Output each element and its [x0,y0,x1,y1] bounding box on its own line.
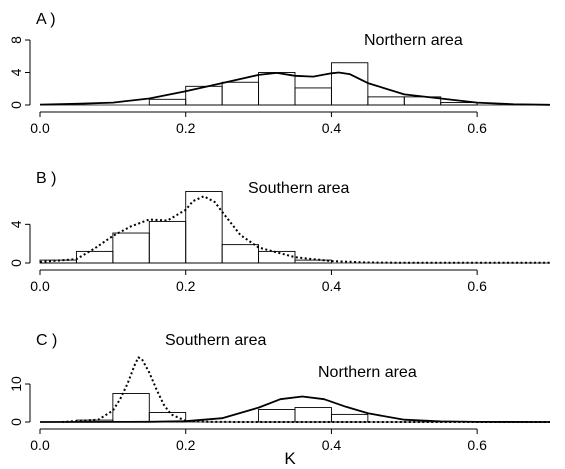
panel-a-plot: 0.0 0.2 0.4 0.6 0 4 8 [8,36,551,136]
panel-c: C ) Southern area Northern area K 0.0 0.2… [8,332,551,468]
panel-b: B ) Southern area 0.0 0.2 0.4 0.6 0 4 [8,170,550,294]
histogram-bar [75,250,114,264]
histogram-bar [112,393,150,423]
x-tick-label: 0.2 [176,437,196,453]
x-tick-label: 0.4 [322,120,342,136]
x-tick-label: 0.2 [176,120,196,136]
x-tick-label: 0.4 [322,278,342,294]
y-tick-label: 4 [8,68,24,76]
x-axis-label: K [284,449,296,468]
panel-a-label: A ) [36,11,56,28]
density-curve [61,356,550,423]
x-tick-label: 0.0 [30,120,50,136]
histogram-bar [148,98,187,106]
histogram-bar [330,62,369,106]
y-tick-label: 0 [8,418,24,426]
panel-c-plot: 0.0 0.2 0.4 0.6 0 10 [8,356,551,453]
panel-b-label: B ) [36,170,56,187]
x-tick-label: 0.6 [467,120,487,136]
panel-c-annotation-southern: Southern area [165,332,267,349]
histogram-bar [221,244,260,264]
x-tick-label: 0.0 [30,437,50,453]
density-curve [39,395,551,423]
histogram-bar [148,220,187,264]
x-tick-label: 0.2 [176,278,196,294]
x-tick-label: 0.6 [467,437,487,453]
histogram-bar [367,96,405,106]
histogram-bar [221,81,260,106]
histogram-bar [294,87,332,106]
panel-c-annotation-northern: Northern area [318,364,417,381]
histogram-bar [294,407,332,423]
panel-b-annotation-southern: Southern area [248,180,350,197]
x-tick-label: 0.4 [322,437,342,453]
y-tick-label: 10 [8,376,24,392]
y-tick-label: 0 [8,259,24,267]
histogram-bar [258,72,296,106]
y-tick-label: 0 [8,101,24,109]
panel-a: A ) Northern area 0.0 0.2 0.4 0.6 0 4 8 [8,11,551,136]
panel-c-label: C ) [36,332,57,349]
x-tick-label: 0.6 [467,278,487,294]
y-tick-label: 8 [8,36,24,44]
panel-a-annotation-northern: Northern area [364,32,463,49]
histogram-bar [294,259,332,264]
density-curve [39,71,551,106]
histogram-bar [258,250,296,264]
y-tick-label: 4 [8,220,24,228]
panel-b-plot: 0.0 0.2 0.4 0.6 0 4 [8,191,550,294]
histogram-bar [258,409,296,423]
histogram-bar [112,232,150,264]
x-tick-label: 0.0 [30,278,50,294]
histogram-bar [330,413,369,423]
